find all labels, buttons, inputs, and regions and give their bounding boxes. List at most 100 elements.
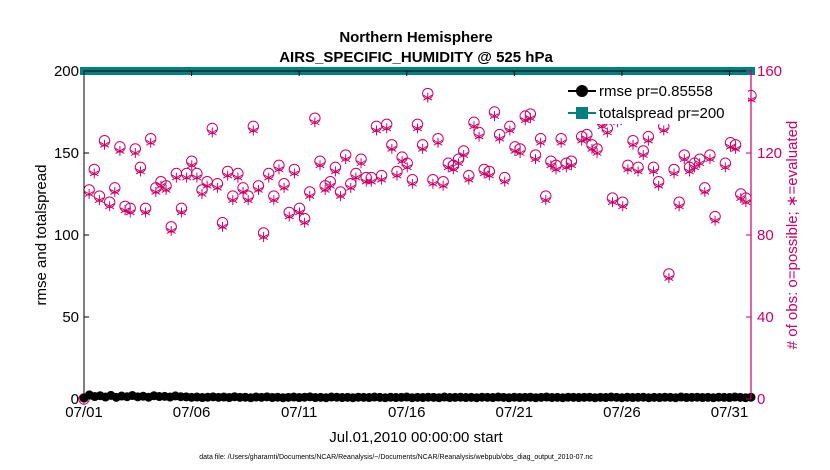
asterisk-stroke [700,189,710,195]
asterisk-stroke [541,197,551,204]
y-left-tick-label: 150 [54,145,79,162]
asterisk-stroke [566,162,577,169]
asterisk-stroke [356,160,366,167]
asterisk-stroke [659,127,669,134]
asterisk-stroke [469,123,479,130]
obs-evaluated-point [146,137,156,148]
asterisk-stroke [110,189,120,195]
obs-evaluated-point [566,160,577,171]
asterisk-stroke [607,199,618,206]
asterisk-stroke [315,162,325,169]
obs-evaluated-point [161,184,171,195]
asterisk-stroke [438,182,448,189]
obs-evaluated-point [695,158,705,169]
obs-evaluated-point [248,125,258,136]
obs-evaluated-point [182,172,192,183]
obs-evaluated-point [110,186,120,197]
asterisk-stroke [325,182,335,189]
asterisk-stroke [664,275,674,281]
y-left-tick-label: 200 [54,63,79,80]
y-right-tick-label: 0 [757,391,765,408]
obs-evaluated-point [592,148,602,158]
asterisk-stroke [140,209,151,216]
asterisk-stroke [248,127,258,134]
asterisk-stroke [284,213,294,220]
obs-evaluated-point [258,232,269,243]
obs-evaluated-point [479,168,489,179]
obs-evaluated-point [294,207,305,218]
legend-box [563,78,748,124]
obs-evaluated-point [633,166,643,177]
x-tick-label: 07/21 [496,404,534,421]
obs-evaluated-point [202,180,212,191]
obs-evaluated-point [197,189,207,199]
obs-evaluated-point [84,189,94,199]
asterisk-stroke [505,127,515,134]
obs-evaluated-point [351,172,361,183]
asterisk-stroke [720,164,730,171]
asterisk-stroke [412,125,423,132]
obs-evaluated-point [125,207,135,218]
asterisk-stroke [530,156,541,163]
asterisk-stroke [464,176,474,183]
asterisk-stroke [187,162,197,169]
obs-evaluated-point [453,158,464,169]
asterisk-stroke [741,199,751,206]
obs-evaluated-point [289,168,299,179]
asterisk-stroke [628,141,638,148]
asterisk-stroke [546,162,556,169]
asterisk-stroke [654,182,664,189]
obs-evaluated-point [602,127,612,138]
obs-evaluated-point [279,182,289,193]
obs-evaluated-point [238,186,248,197]
obs-evaluated-point [607,197,618,208]
obs-evaluated-point [151,186,161,197]
asterisk-stroke [99,141,110,148]
asterisk-stroke [176,209,187,216]
y-axis-left-label: rmse and totalspread [33,165,50,306]
asterisk-stroke [489,113,500,120]
legend-totalspread-label: totalspread pr=200 [599,105,725,122]
legend-rmse-marker [576,85,588,97]
obs-evaluated-point [156,180,166,191]
obs-evaluated-point [94,195,104,206]
asterisk-stroke [648,168,659,175]
asterisk-stroke [418,145,428,152]
asterisk-stroke [453,160,464,167]
x-tick-label: 07/01 [65,404,103,421]
obs-evaluated-point [243,195,253,206]
x-axis-label: Jul.01,2010 00:00:00 start [329,429,503,446]
obs-evaluated-point [223,170,233,181]
asterisk-stroke [577,137,587,144]
asterisk-stroke [294,209,305,216]
asterisk-stroke [679,156,689,163]
asterisk-stroke [269,197,279,204]
asterisk-stroke [479,170,489,177]
asterisk-stroke [484,172,494,179]
asterisk-stroke [156,182,166,189]
asterisk-stroke [253,186,264,193]
obs-evaluated-point [418,143,428,154]
chart-title: Northern Hemisphere [339,29,492,46]
obs-evaluated-point [105,201,115,212]
asterisk-stroke [592,150,602,156]
obs-evaluated-point [464,174,474,185]
asterisk-stroke [551,166,561,173]
asterisk-stroke [212,184,222,191]
x-tick-label: 07/06 [173,404,211,421]
obs-evaluated-point [89,168,99,179]
asterisk-stroke [689,164,700,171]
obs-evaluated-point [438,180,448,191]
legend-rmse-label: rmse pr=0.85558 [599,83,713,100]
asterisk-stroke [89,170,99,177]
obs-evaluated-point [515,148,525,158]
x-tick-label: 07/31 [711,404,749,421]
asterisk-stroke [407,180,417,187]
asterisk-stroke [618,203,628,210]
obs-evaluated-point [474,131,484,142]
asterisk-stroke [310,119,320,126]
obs-evaluated-point [638,150,648,161]
obs-evaluated-point [228,195,238,206]
obs-evaluated-point [484,170,494,181]
obs-evaluated-point [505,125,515,136]
